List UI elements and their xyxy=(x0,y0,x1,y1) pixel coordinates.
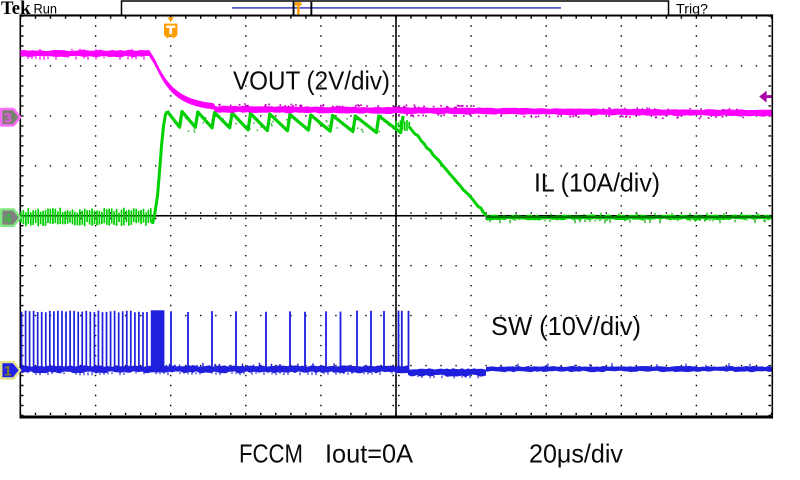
svg-text:Trig?: Trig? xyxy=(676,0,708,16)
svg-text:FCCM: FCCM xyxy=(239,439,303,469)
svg-text:Tek: Tek xyxy=(1,0,31,19)
svg-text:3: 3 xyxy=(4,109,12,125)
svg-text:1: 1 xyxy=(4,363,12,379)
svg-text:Iout=0A: Iout=0A xyxy=(325,439,414,469)
svg-text:VOUT (2V/div): VOUT (2V/div) xyxy=(233,66,390,96)
svg-text:Run: Run xyxy=(34,1,58,16)
svg-text:IL (10A/div): IL (10A/div) xyxy=(534,168,660,198)
svg-text:SW (10V/div): SW (10V/div) xyxy=(491,311,641,341)
svg-text:4: 4 xyxy=(4,210,12,226)
svg-text:20μs/div: 20μs/div xyxy=(529,439,623,469)
